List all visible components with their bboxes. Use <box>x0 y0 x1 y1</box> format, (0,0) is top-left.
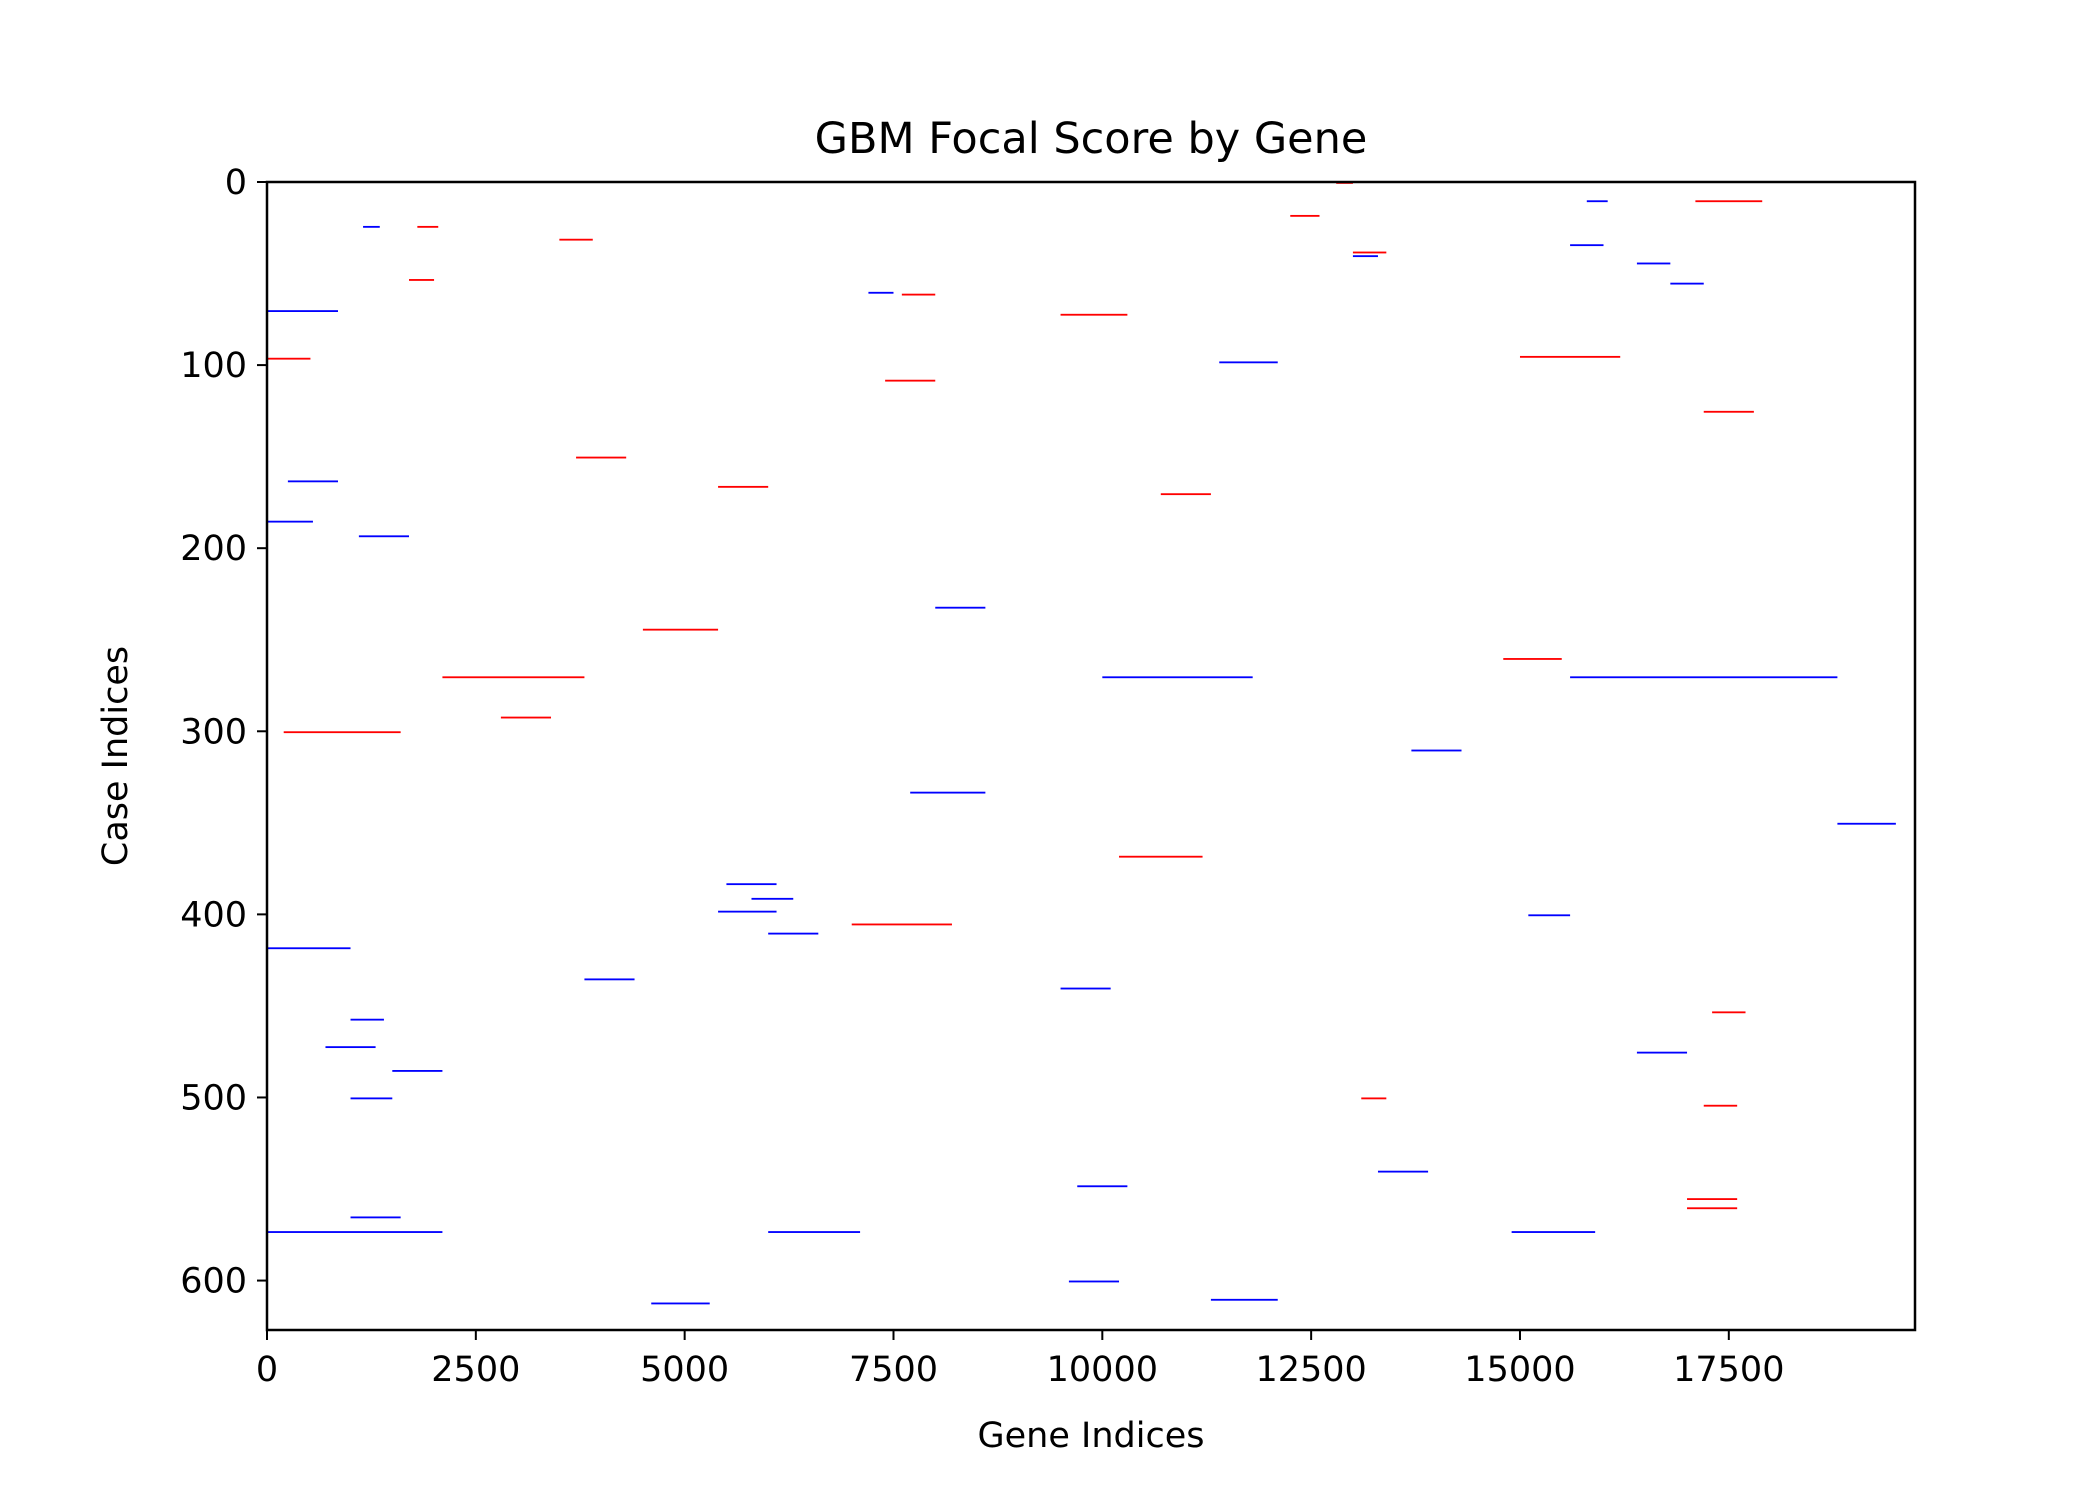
heatmap-segment <box>1670 282 1704 285</box>
heatmap-segment <box>1570 244 1604 247</box>
heatmap-segment <box>267 520 313 523</box>
heatmap-segment <box>868 291 894 294</box>
y-axis: 0 100 200 300 400 500 600 <box>180 163 267 1302</box>
heatmap-segment <box>267 357 311 360</box>
x-axis: 0 2500 5000 7500 10000 12500 15000 17500 <box>256 1330 1784 1390</box>
heatmap-segment <box>935 606 986 609</box>
y-tick-label: 100 <box>180 346 247 386</box>
y-tick-label: 200 <box>180 529 247 569</box>
heatmap-segment <box>1119 855 1203 858</box>
y-tick-label: 300 <box>180 712 247 752</box>
heatmap-segment <box>350 1216 401 1219</box>
heatmap-segment <box>417 225 439 228</box>
heatmap-segment <box>363 225 380 228</box>
heatmap-segment <box>1102 676 1253 679</box>
x-tick-label: 7500 <box>849 1350 938 1390</box>
heatmap-segment <box>350 1097 393 1100</box>
heatmap-segment <box>1210 1298 1278 1301</box>
heatmap-segment <box>442 676 585 679</box>
heatmap-segment <box>651 1302 710 1305</box>
x-tick-label: 0 <box>256 1350 278 1390</box>
heatmap-segment <box>283 731 401 734</box>
y-tick-label: 400 <box>180 895 247 935</box>
heatmap-segment <box>1703 1104 1738 1107</box>
heatmap-segment <box>1636 262 1671 265</box>
x-tick-label: 2500 <box>431 1350 520 1390</box>
heatmap-segment <box>1636 1051 1688 1054</box>
heatmap-segment <box>1160 493 1211 496</box>
heatmap-segment <box>1586 200 1608 203</box>
heatmap-segment <box>910 791 986 794</box>
heatmap-segment <box>1703 410 1754 413</box>
heatmap-segment <box>1411 749 1462 752</box>
heatmap-segment <box>1060 313 1128 316</box>
heatmap-segment <box>409 279 435 281</box>
heatmap-segment <box>768 1231 861 1233</box>
heatmap-segment <box>584 978 635 981</box>
heatmap-segment <box>718 910 777 913</box>
heatmap-segment <box>718 485 769 488</box>
heatmap-segment <box>267 310 339 312</box>
x-tick-label: 12500 <box>1255 1350 1366 1390</box>
x-tick-label: 17500 <box>1673 1350 1784 1390</box>
x-tick-label: 5000 <box>640 1350 729 1390</box>
heatmap-segment <box>1712 1011 1746 1014</box>
heatmap-segment <box>559 238 593 241</box>
y-tick-label: 0 <box>225 163 247 203</box>
heatmap-segment <box>1352 251 1387 254</box>
heatmap-segment <box>358 535 410 538</box>
heatmap-segment <box>1519 355 1621 358</box>
heatmap-segment <box>768 932 819 935</box>
heatmap-segment <box>500 716 552 719</box>
heatmap-segment <box>1687 1198 1738 1201</box>
y-tick-label: 600 <box>180 1262 247 1302</box>
heatmap-segment <box>325 1046 376 1049</box>
heatmap-segment <box>1219 361 1278 364</box>
heatmap-segment <box>1511 1231 1596 1233</box>
heatmap-segment <box>726 883 777 886</box>
heatmap-segment <box>1528 914 1571 917</box>
x-tick-label: 15000 <box>1464 1350 1575 1390</box>
heatmap-segment <box>576 456 627 459</box>
heatmap-segment <box>1687 1207 1738 1210</box>
heatmap-segment <box>1503 658 1562 660</box>
x-axis-label: Gene Indices <box>978 1416 1205 1456</box>
heatmap-segment <box>851 923 952 926</box>
heatmap-segment <box>1837 822 1896 825</box>
heatmap-segment <box>1361 1097 1387 1100</box>
heatmap-segment <box>267 1231 443 1233</box>
plot-area <box>267 182 1896 1305</box>
chart-title: GBM Focal Score by Gene <box>815 114 1368 164</box>
heatmap-segment <box>885 379 936 382</box>
heatmap-segment <box>1695 200 1763 203</box>
y-tick-label: 500 <box>180 1078 247 1118</box>
heatmap-segment <box>267 947 351 950</box>
heatmap-segment <box>392 1070 443 1072</box>
heatmap-segment <box>1290 214 1320 217</box>
heatmap-segment <box>1077 1185 1128 1188</box>
y-axis-label: Case Indices <box>96 646 136 866</box>
heatmap-segment <box>1068 1280 1120 1283</box>
x-tick-label: 10000 <box>1047 1350 1158 1390</box>
heatmap-segment <box>901 293 936 296</box>
heatmap-segment <box>350 1018 384 1021</box>
plot-frame <box>265 180 1917 1332</box>
heatmap-segment <box>287 480 339 483</box>
heatmap-segment <box>1570 676 1838 679</box>
heatmap-segment <box>1060 987 1111 990</box>
heatmap-segment <box>1352 255 1378 258</box>
heatmap-segment <box>751 897 794 900</box>
heatmap-segment <box>642 628 719 631</box>
heatmap-segment <box>1377 1170 1429 1173</box>
